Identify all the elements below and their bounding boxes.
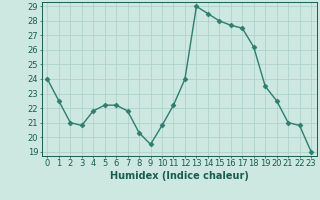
X-axis label: Humidex (Indice chaleur): Humidex (Indice chaleur)	[110, 171, 249, 181]
